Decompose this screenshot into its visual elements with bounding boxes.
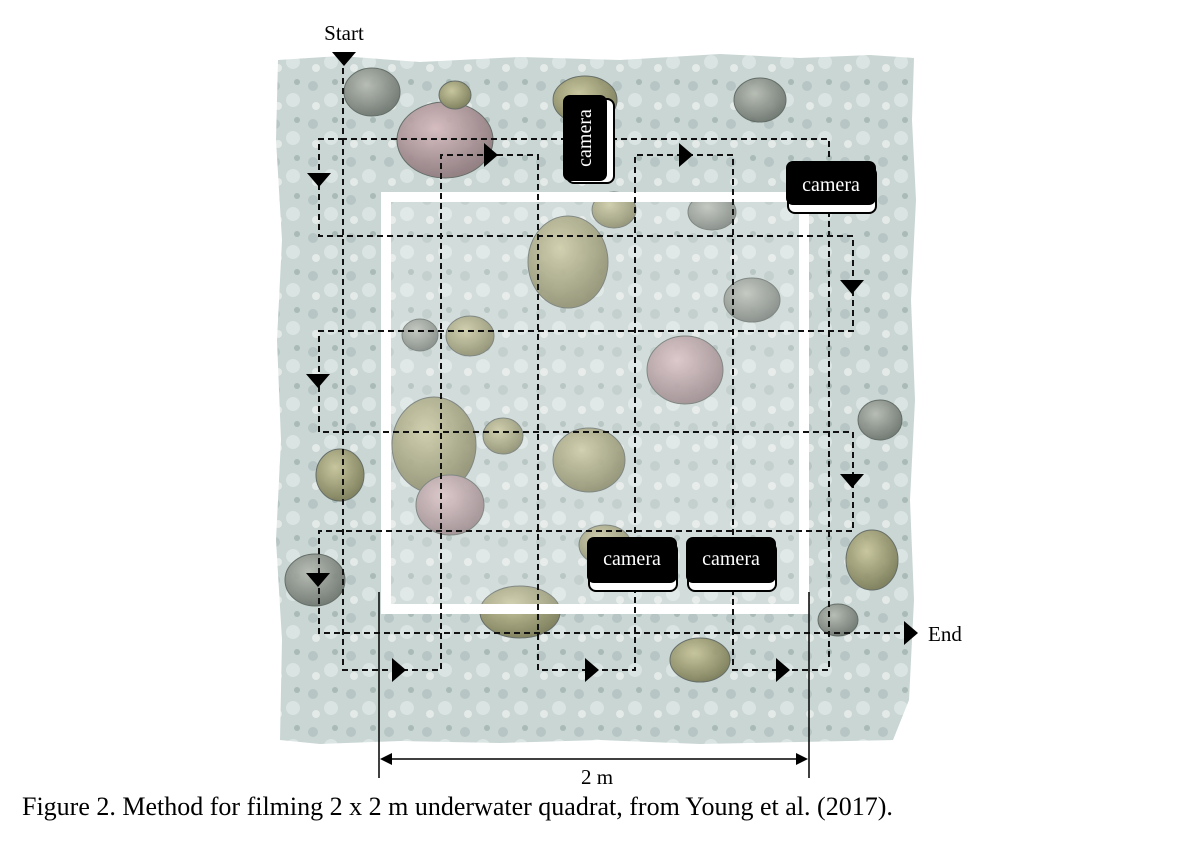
arrow-down-icon	[307, 173, 331, 187]
camera-bottom-left: camera	[587, 537, 678, 592]
swim-path-horizontal	[318, 58, 905, 634]
camera-label: camera	[603, 548, 661, 570]
camera-rotated: camera	[563, 95, 615, 184]
camera-bottom-right: camera	[686, 537, 777, 592]
arrow-right-icon	[392, 658, 406, 682]
arrow-right-icon	[585, 658, 599, 682]
camera-top-right: camera	[786, 161, 877, 214]
direction-arrows	[306, 52, 918, 682]
camera-label: camera	[702, 548, 760, 570]
end-label: End	[928, 622, 962, 646]
scale-label: 2 m	[581, 765, 613, 789]
arrow-down-icon	[306, 374, 330, 388]
arrow-right-icon	[796, 753, 808, 765]
start-label: Start	[324, 21, 364, 45]
camera-label: camera	[802, 174, 860, 196]
seabed-photo	[276, 54, 916, 744]
arrow-right-icon	[679, 143, 693, 167]
arrow-down-icon	[840, 280, 864, 294]
scale-bar: 2 m	[378, 592, 810, 789]
arrow-start-icon	[332, 52, 356, 66]
arrow-down-icon	[840, 474, 864, 488]
swim-path-vertical	[342, 138, 830, 671]
figure-caption: Figure 2. Method for filming 2 x 2 m und…	[22, 792, 893, 821]
arrow-down-icon	[306, 573, 330, 587]
coral-colonies	[284, 67, 903, 683]
camera-label: camera	[574, 109, 596, 167]
arrow-right-icon	[484, 143, 498, 167]
arrow-end-icon	[904, 621, 918, 645]
quadrat-diagram: camera camera camera camera Start End 2 …	[276, 21, 962, 789]
arrow-right-icon	[776, 658, 790, 682]
arrow-left-icon	[380, 753, 392, 765]
quadrat-frame	[381, 192, 809, 614]
